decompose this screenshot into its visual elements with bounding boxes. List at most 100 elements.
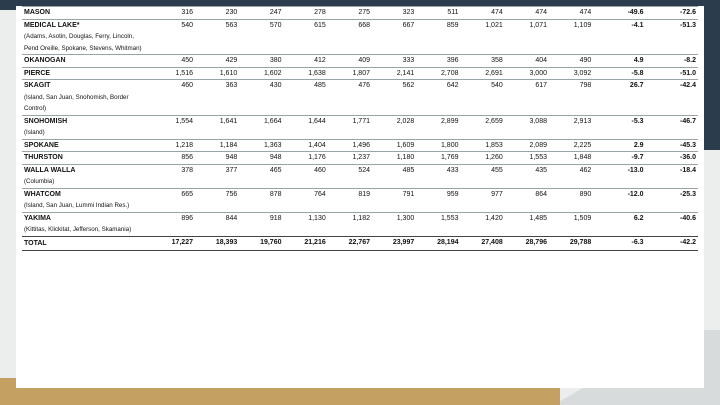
value-cell: 2,899 <box>416 114 461 139</box>
value-cell: 1,848 <box>549 151 594 164</box>
table-row: THURSTON 856 948 948 1,176 1,237 1,180 1,769 1,2… <box>22 151 698 164</box>
value-cell: 2,913 <box>549 114 594 139</box>
value-cell: 460 <box>283 163 328 188</box>
pct-change-cell: 26.7 <box>593 79 646 115</box>
value-cell: 316 <box>150 6 195 19</box>
value-cell: 844 <box>195 211 240 236</box>
value-cell: 377 <box>195 163 240 188</box>
value-cell: 378 <box>150 163 195 188</box>
county-cell: SKAGIT (Island, San Juan, Snohomish, Bord… <box>22 79 151 115</box>
pct-change-cell: -13.0 <box>593 163 646 188</box>
value-cell: 2,089 <box>504 138 549 152</box>
value-cell: 2,141 <box>372 66 417 80</box>
pct-change-cell: -8.2 <box>645 54 698 67</box>
value-cell: 665 <box>150 187 195 212</box>
top-band <box>0 0 720 10</box>
value-cell: 1,420 <box>460 211 505 236</box>
value-cell: 485 <box>283 79 328 115</box>
value-cell: 791 <box>372 187 417 212</box>
value-cell: 465 <box>239 163 284 188</box>
pct-change-cell: 2.9 <box>593 138 646 152</box>
value-cell: 890 <box>549 187 594 212</box>
value-cell: 404 <box>504 54 549 67</box>
value-cell: 380 <box>239 54 284 67</box>
value-cell: 1,184 <box>195 138 240 152</box>
pct-change-cell: -12.0 <box>593 187 646 212</box>
value-cell: 562 <box>372 79 417 115</box>
value-cell: 450 <box>150 54 195 67</box>
value-cell: 859 <box>416 18 461 55</box>
value-cell: 1,071 <box>504 18 549 55</box>
value-cell: 474 <box>460 6 505 19</box>
value-cell: 540 <box>460 79 505 115</box>
table-row: WALLA WALLA (Columbia) 378 377 465 460 524 485 4… <box>22 163 698 188</box>
table-row: SPOKANE 1,218 1,184 1,363 1,404 1,496 1,609 1,8… <box>22 138 698 152</box>
county-name: MEDICAL LAKE* <box>24 21 80 29</box>
total-value-cell: 27,408 <box>460 235 505 251</box>
value-cell: 278 <box>283 6 328 19</box>
value-cell: 1,644 <box>283 114 328 139</box>
value-cell: 3,088 <box>504 114 549 139</box>
value-cell: 1,553 <box>416 211 461 236</box>
value-cell: 1,610 <box>195 66 240 80</box>
total-value-cell: 18,393 <box>195 235 240 251</box>
county-cell: PIERCE <box>22 66 151 80</box>
total-value-cell: 29,788 <box>549 235 594 251</box>
table-row: YAKIMA (Kittitas, Klickitat, Jefferson, S… <box>22 211 698 236</box>
value-cell: 230 <box>195 6 240 19</box>
county-name: MASON <box>24 9 51 16</box>
value-cell: 1,021 <box>460 18 505 55</box>
pct-change-cell: -42.4 <box>645 79 698 115</box>
value-cell: 3,092 <box>549 66 594 80</box>
value-cell: 1,260 <box>460 151 505 164</box>
county-cell: YAKIMA (Kittitas, Klickitat, Jefferson, S… <box>22 211 151 236</box>
pct-change-cell: 4.9 <box>593 54 646 67</box>
pct-change-cell: -9.7 <box>593 151 646 164</box>
value-cell: 948 <box>239 151 284 164</box>
value-cell: 2,691 <box>460 66 505 80</box>
value-cell: 563 <box>195 18 240 55</box>
value-cell: 1,109 <box>549 18 594 55</box>
value-cell: 1,554 <box>150 114 195 139</box>
county-name: OKANOGAN <box>24 57 66 64</box>
table-row: PIERCE 1,516 1,610 1,602 1,638 1,807 2,141 2,70… <box>22 66 698 80</box>
value-cell: 460 <box>150 79 195 115</box>
table-row: MEDICAL LAKE* (Adams, Asotin, Douglas, Fe… <box>22 18 698 55</box>
pct-change-cell: -45.3 <box>645 138 698 152</box>
value-cell: 396 <box>416 54 461 67</box>
value-cell: 323 <box>372 6 417 19</box>
total-value-cell: 28,194 <box>416 235 461 251</box>
value-cell: 1,800 <box>416 138 461 152</box>
value-cell: 455 <box>460 163 505 188</box>
value-cell: 1,300 <box>372 211 417 236</box>
value-cell: 1,853 <box>460 138 505 152</box>
value-cell: 856 <box>150 151 195 164</box>
pct-change-cell: -49.6 <box>593 6 646 19</box>
value-cell: 275 <box>327 6 372 19</box>
county-name: PIERCE <box>24 69 51 77</box>
total-row: TOTAL 17,227 18,393 19,760 21,216 22,767 23,99… <box>22 235 698 251</box>
value-cell: 358 <box>460 54 505 67</box>
value-cell: 435 <box>504 163 549 188</box>
value-cell: 642 <box>416 79 461 115</box>
value-cell: 474 <box>549 6 594 19</box>
value-cell: 433 <box>416 163 461 188</box>
total-pct-cell: -6.3 <box>593 235 646 251</box>
value-cell: 2,028 <box>372 114 417 139</box>
county-cell: SPOKANE <box>22 138 151 152</box>
value-cell: 524 <box>327 163 372 188</box>
pct-change-cell: 6.2 <box>593 211 646 236</box>
value-cell: 1,771 <box>327 114 372 139</box>
pct-change-cell: -72.6 <box>645 6 698 19</box>
county-note: (Island) <box>24 129 45 136</box>
value-cell: 1,509 <box>549 211 594 236</box>
county-cell: WHATCOM (Island, San Juan, Lummi Indian R… <box>22 187 151 212</box>
value-cell: 490 <box>549 54 594 67</box>
total-label: TOTAL <box>22 235 151 251</box>
pct-change-cell: -46.7 <box>645 114 698 139</box>
county-name: SNOHOMISH <box>24 117 68 125</box>
pct-change-cell: -51.0 <box>645 66 698 80</box>
value-cell: 756 <box>195 187 240 212</box>
value-cell: 1,602 <box>239 66 284 80</box>
value-cell: 764 <box>283 187 328 212</box>
